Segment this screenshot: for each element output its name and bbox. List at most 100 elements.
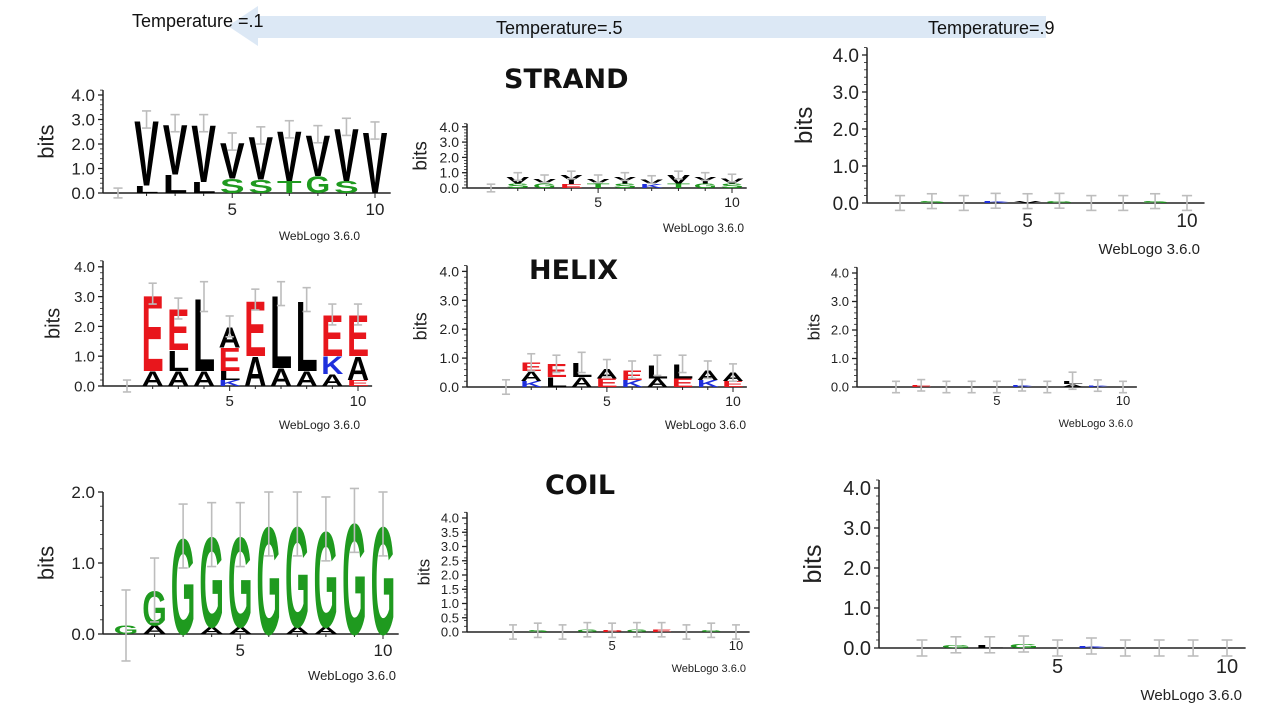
logo-letter: A [219,322,241,354]
y-tick-label: 3.0 [831,294,849,309]
logo-letter: T [277,177,302,196]
y-tick-label: 2.0 [831,323,849,338]
y-axis-label: bits [43,308,65,339]
y-tick-label: 2.0 [71,135,95,154]
x-tick-label: 5 [235,641,244,660]
x-tick-label: 5 [594,194,602,210]
logo-letter: L [134,184,159,196]
logo-letter: T [667,182,691,189]
logo-letter: E [596,377,618,390]
y-tick-label: 3.0 [74,289,95,306]
section-label-coil: COIL [545,470,616,501]
y-tick-label: 1.0 [71,160,95,179]
logo-coil-t05: 0.00.51.01.52.02.53.03.54.0 5 10 bits WebLog… [414,511,750,675]
y-tick-label: 2.0 [74,319,95,336]
y-tick-label: 0.0 [833,194,859,215]
y-tick-label: 1.0 [831,351,849,366]
y-tick-label: 3.0 [833,83,859,104]
y-axis-label: bits [414,559,433,585]
logo-letter: G [694,182,717,189]
y-tick-label: 4.0 [440,263,460,279]
logo-letter: E [142,274,164,394]
x-tick-label: 10 [725,393,741,409]
logo-letter: A [244,348,266,395]
y-tick-label: 4.0 [831,266,849,281]
y-tick-label: 0.0 [831,380,849,395]
logo-letter: A [199,625,224,636]
x-tick-label: 5 [225,393,233,410]
weblogo-credit: WebLogo 3.6.0 [665,418,747,432]
x-tick-label: 10 [366,200,385,219]
y-axis-label: bits [410,312,430,340]
logo-letter: E [321,305,343,370]
x-tick-label: 10 [1116,393,1130,408]
section-label-strand: STRAND [504,64,629,95]
x-tick-label: 10 [350,393,367,410]
y-tick-label: 1.5 [441,582,459,597]
y-axis-label: bits [34,124,59,158]
y-tick-label: 1.0 [71,554,95,573]
y-tick-label: 2.0 [440,321,460,337]
logo-letter: A [270,364,292,392]
temperature-label-low: Temperature =.1 [132,11,264,31]
weblogo-credit: WebLogo 3.6.0 [279,418,361,432]
y-tick-label: 4.0 [440,119,460,135]
y-tick-label: 2.0 [843,558,871,580]
y-tick-label: 1.0 [440,350,460,366]
weblogo-credit: WebLogo 3.6.0 [1141,687,1242,704]
x-tick-label: 5 [603,393,611,409]
logo-letter: A [142,367,164,391]
temperature-label-mid: Temperature=.5 [496,18,623,38]
logo-letter: A [314,625,339,636]
logo-letter: G [533,182,556,189]
logo-letter: E [347,305,369,370]
x-tick-label: 5 [1052,656,1063,678]
y-axis-label: bits [799,545,827,584]
y-axis-label: bits [410,141,431,171]
logo-letter: L [270,273,292,391]
logo-letter: K [621,378,643,389]
logo-letter: G [306,172,331,198]
logo-letter: S [720,183,743,190]
logo-letter: S [334,178,359,197]
weblogo-credit: WebLogo 3.6.0 [663,221,745,235]
y-tick-label: 0.0 [71,625,95,644]
logo-letter: A [193,367,215,391]
y-tick-label: 2.5 [441,553,459,568]
temperature-arrow-shape [228,6,1046,46]
weblogo-credit: WebLogo 3.6.0 [672,663,746,675]
weblogo-credit: WebLogo 3.6.0 [308,668,396,683]
logo-letter: A [520,369,542,385]
y-tick-label: 3.0 [441,539,459,554]
weblogo-credit: WebLogo 3.6.0 [279,229,361,243]
logo-letter: E [672,377,694,390]
logo-letter: K [697,378,719,389]
y-tick-label: 3.0 [440,134,460,150]
y-tick-label: 3.0 [440,292,460,308]
logo-letter: A [321,372,343,390]
temperature-arrow [228,6,1046,46]
y-tick-label: 2.0 [833,120,859,141]
y-tick-label: 0.0 [440,379,460,395]
logo-letter: A [228,625,253,636]
logo-letter: A [571,374,593,390]
y-tick-label: 2.0 [440,149,460,165]
logo-letter: S [506,183,529,190]
logo-letter: L [193,276,215,394]
x-tick-label: 5 [993,393,1000,408]
logo-letter: L [546,374,568,390]
logo-letter: V [667,173,691,186]
weblogo-credit: WebLogo 3.6.0 [1059,418,1133,430]
logo-letter: Y [560,172,583,187]
y-tick-label: 4.0 [74,259,95,276]
y-axis-label: bits [791,107,818,144]
y-tick-label: 2.0 [71,483,95,502]
temperature-label-high: Temperature=.9 [928,18,1055,38]
y-tick-label: 0.0 [71,184,95,203]
y-axis-label: bits [804,314,823,340]
